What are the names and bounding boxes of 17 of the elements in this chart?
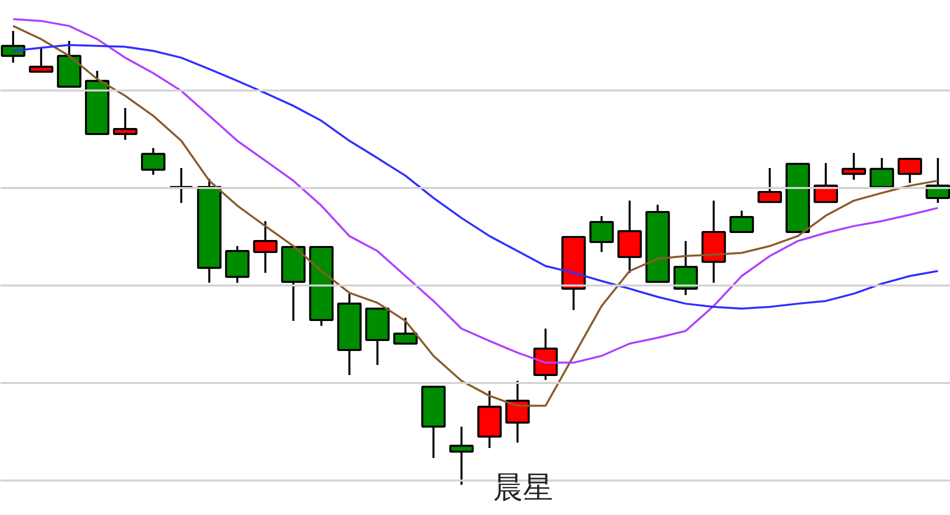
candlestick — [253, 220, 278, 274]
candlestick — [449, 426, 474, 486]
candlestick — [589, 215, 614, 253]
candlestick — [169, 166, 194, 204]
annotation: 晨星 — [493, 470, 554, 506]
candlestick — [842, 152, 866, 181]
candlestick — [730, 210, 754, 233]
candlestick — [141, 147, 166, 176]
candlestick — [0, 30, 26, 64]
candlestick — [870, 157, 894, 188]
candlestick — [758, 166, 782, 204]
candlestick — [393, 316, 418, 345]
candlestick — [112, 107, 138, 141]
candlestick — [28, 46, 54, 73]
candlestick — [898, 158, 922, 184]
candlestick — [814, 162, 838, 204]
candlestick — [673, 240, 698, 296]
